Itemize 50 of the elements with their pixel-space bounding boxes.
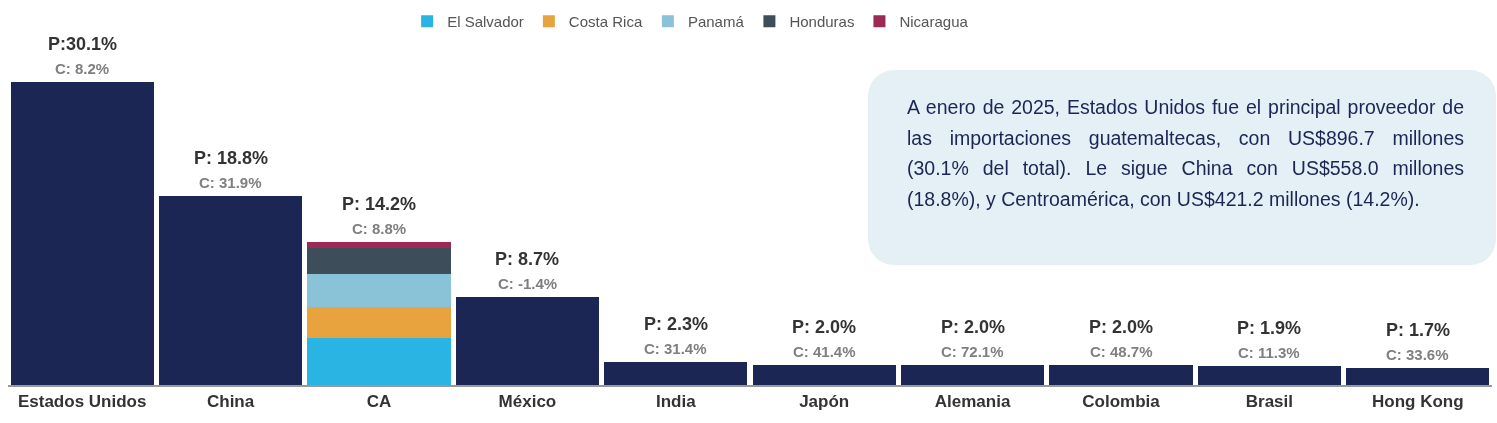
- legend-label: Honduras: [789, 13, 855, 30]
- bar: [1346, 367, 1490, 385]
- data-label: P: 18.8%: [194, 148, 269, 168]
- x-tick-label: Colombia: [1082, 392, 1161, 412]
- bar: [455, 297, 599, 385]
- x-tick-label: Japón: [799, 392, 850, 412]
- x-tick-label: India: [655, 392, 697, 412]
- data-label: P: 2.0%: [941, 317, 1006, 337]
- annotation: C: 31.4%: [644, 340, 707, 357]
- x-tick-label: Brasil: [1245, 392, 1294, 412]
- legend-label: Nicaragua: [899, 13, 969, 30]
- legend-label: Panamá: [687, 13, 745, 30]
- data-label: P: 8.7%: [495, 249, 560, 269]
- x-tick-label: Hong Kong: [1372, 392, 1464, 412]
- bar: [307, 274, 451, 308]
- legend-label: Costa Rica: [568, 13, 643, 30]
- annotation: C: -1.4%: [498, 275, 558, 292]
- data-label: P: 2.3%: [644, 314, 709, 334]
- annotation: A enero de 2025, Estados Unidos fue el principal proveedor de las importaciones guatemaltecas, con US$896.7 millones (30.1% del total). Le sigue China con US$558.0 millones (18.8%), y Centroamérica, con US$421.2 millones (14.2%).: [907, 95, 1464, 212]
- legend-label: El Salvador: [447, 13, 524, 30]
- total-label: P: 14.2%: [342, 194, 417, 214]
- bar: [1197, 365, 1341, 385]
- data-label: P: 2.0%: [792, 317, 857, 337]
- annotation: C: 33.6%: [1386, 346, 1449, 363]
- bar: [1049, 364, 1193, 385]
- x-tick-label: Estados Unidos: [17, 392, 147, 412]
- bar: [901, 364, 1045, 385]
- x-tick-label: CA: [366, 392, 392, 412]
- data-label: P: 1.9%: [1237, 318, 1302, 338]
- bar: [307, 248, 451, 275]
- annotation: C: 31.9%: [199, 174, 262, 191]
- annotation: C: 72.1%: [941, 343, 1004, 360]
- bar: [752, 364, 896, 385]
- bar: [307, 307, 451, 338]
- x-tick-label: Alemania: [934, 392, 1011, 412]
- bar: [307, 242, 451, 249]
- data-label: P: 2.0%: [1089, 317, 1154, 337]
- annotation: C: 11.3%: [1238, 344, 1300, 361]
- bar: [604, 361, 748, 385]
- annotation: C: 8.8%: [352, 220, 407, 237]
- annotation: C: 48.7%: [1090, 343, 1153, 360]
- annotation: C: 41.4%: [793, 343, 856, 360]
- x-tick-label: China: [206, 392, 255, 412]
- annotation: C: 8.2%: [55, 60, 110, 77]
- x-tick-label: México: [498, 392, 557, 412]
- bar: [10, 82, 154, 385]
- bar: [159, 195, 303, 385]
- bar: [307, 337, 451, 385]
- data-label: P:30.1%: [48, 34, 118, 54]
- data-label: P: 1.7%: [1386, 320, 1451, 340]
